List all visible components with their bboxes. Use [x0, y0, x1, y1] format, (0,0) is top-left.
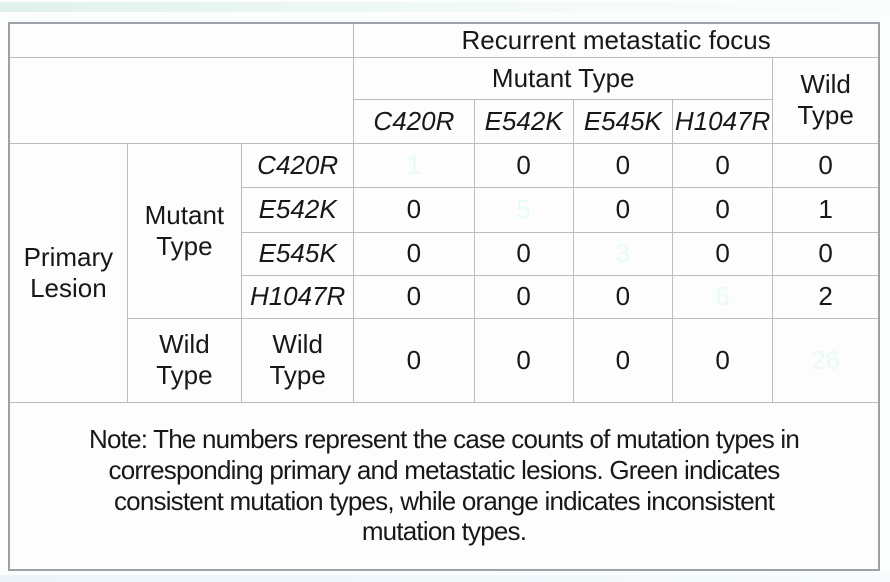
matrix-cell-green: 6	[671, 274, 774, 319]
col-group-header: Recurrent metastatic focus	[353, 22, 880, 58]
matrix-cell-green: 5	[473, 186, 574, 233]
col-header-e542k: E542K	[473, 98, 574, 144]
note-line: corresponding primary and metastatic les…	[108, 455, 781, 486]
matrix-cell: 0	[353, 186, 475, 233]
corner-empty-cell	[8, 56, 355, 144]
row-group-header: Primary Lesion	[8, 142, 128, 403]
note-line: mutation types.	[361, 516, 527, 547]
matrix-cell: 0	[671, 231, 774, 276]
table-row: Note: The numbers represent the case cou…	[8, 401, 880, 571]
page-bottom-strip	[0, 575, 890, 582]
matrix-cell-green: 3	[572, 231, 673, 276]
matrix-cell: 0	[353, 274, 475, 319]
row-header-wild: Wild Type	[241, 317, 355, 403]
matrix-cell: 0	[572, 142, 673, 188]
matrix-cell: 0	[473, 274, 574, 319]
note-cell: Note: The numbers represent the case cou…	[8, 401, 880, 571]
table-row: Recurrent metastatic focus	[8, 22, 880, 58]
mutation-concordance-table: Recurrent metastatic focus Mutant Type W…	[8, 22, 880, 571]
matrix-cell: 0	[671, 142, 774, 188]
col-header-h1047r: H1047R	[671, 98, 774, 144]
note-line: consistent mutation types, while orange …	[113, 485, 775, 516]
row-header-e545k: E545K	[241, 231, 355, 276]
matrix-cell: 0	[473, 317, 574, 403]
matrix-cell: 0	[353, 317, 475, 403]
matrix-cell: 0	[473, 231, 574, 276]
matrix-cell: 0	[572, 186, 673, 233]
matrix-cell-orange: 1	[772, 186, 880, 233]
matrix-cell-green: 26	[772, 317, 880, 403]
table-row: C420R E542K E545K H1047R	[9, 98, 879, 144]
matrix-cell: 0	[353, 231, 475, 276]
row-header-c420r: C420R	[241, 142, 355, 188]
table-row: H1047R 0 0 0 6 2	[9, 274, 880, 319]
matrix-cell: 0	[671, 317, 774, 403]
matrix-cell: 0	[572, 317, 673, 403]
corner-empty-cell	[8, 22, 355, 58]
col-header-e545k: E545K	[572, 98, 673, 144]
table-row: Mutant Type Wild Type	[8, 56, 880, 144]
table-row: Wild Type Wild Type 0 0 0 0 26	[9, 317, 880, 403]
note-line: Note: The numbers represent the case cou…	[89, 424, 800, 455]
matrix-cell: 0	[772, 142, 880, 188]
matrix-cell-orange: 2	[772, 274, 880, 319]
table-row: E542K 0 5 0 0 1	[9, 186, 880, 233]
col-subgroup-wild: Wild Type	[772, 56, 880, 144]
col-header-c420r: C420R	[353, 98, 475, 144]
matrix-cell: 0	[572, 274, 673, 319]
row-subgroup-wild: Wild Type	[126, 317, 243, 403]
row-subgroup-mutant: Mutant Type	[126, 142, 243, 319]
col-subgroup-mutant: Mutant Type	[353, 56, 774, 100]
row-header-h1047r: H1047R	[241, 274, 355, 319]
row-header-e542k: E542K	[241, 186, 355, 233]
matrix-cell: 0	[473, 142, 574, 188]
matrix-cell: 0	[671, 186, 774, 233]
table-row: Primary Lesion Mutant Type C420R 1 0 0 0…	[8, 142, 880, 403]
matrix-cell-green: 1	[353, 142, 475, 188]
page-top-strip	[0, 2, 890, 12]
matrix-cell: 0	[772, 231, 880, 276]
